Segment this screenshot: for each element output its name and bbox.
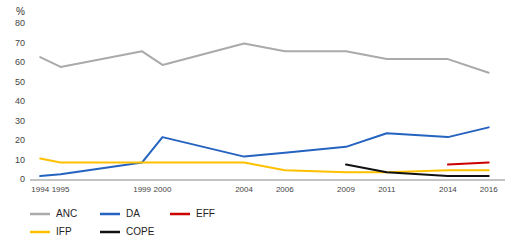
x-tick-label: 1995 bbox=[52, 185, 70, 194]
y-tick-label: 80 bbox=[15, 18, 25, 28]
legend-label: COPE bbox=[126, 226, 155, 237]
series-line bbox=[40, 159, 489, 173]
y-tick-label: 30 bbox=[15, 116, 25, 126]
series-group bbox=[40, 44, 489, 177]
x-tick-label: 1994 bbox=[31, 185, 49, 194]
legend: ANC DA EFF IFP COPE bbox=[30, 208, 215, 237]
legend-label: EFF bbox=[196, 208, 215, 219]
legend-label: DA bbox=[126, 208, 140, 219]
series-line bbox=[40, 127, 489, 176]
x-tick-label: 2000 bbox=[154, 185, 172, 194]
y-tick-label: 60 bbox=[15, 57, 25, 67]
y-axis-label: % bbox=[16, 6, 25, 17]
legend-swatch bbox=[100, 213, 120, 216]
series-line bbox=[448, 162, 489, 164]
y-tick-label: 70 bbox=[15, 38, 25, 48]
y-tick-label: 0 bbox=[20, 174, 25, 184]
y-tick-label: 10 bbox=[15, 155, 25, 165]
legend-swatch bbox=[100, 231, 120, 234]
x-tick-label: 2011 bbox=[378, 185, 396, 194]
chart-svg: 0 10 20 30 40 50 60 70 80% 19941995 19992000 2004 20… bbox=[0, 0, 512, 250]
series-line bbox=[40, 44, 489, 73]
x-tick-label: 2014 bbox=[439, 185, 457, 194]
legend-label: IFP bbox=[56, 226, 72, 237]
x-tick-label: 2016 bbox=[480, 185, 498, 194]
y-tick-label: 40 bbox=[15, 96, 25, 106]
legend-label: ANC bbox=[56, 208, 77, 219]
legend-swatch bbox=[170, 213, 190, 216]
y-tick-label: 20 bbox=[15, 135, 25, 145]
legend-swatch bbox=[30, 213, 50, 216]
x-tick-label: 1999 bbox=[133, 185, 151, 194]
chart-container: 0 10 20 30 40 50 60 70 80% 19941995 19992000 2004 20… bbox=[0, 0, 512, 250]
legend-swatch bbox=[30, 231, 50, 234]
x-tick-label: 2006 bbox=[276, 185, 294, 194]
x-tick-label: 2004 bbox=[235, 185, 253, 194]
series-line bbox=[346, 164, 489, 176]
x-tick-label: 2009 bbox=[337, 185, 355, 194]
y-tick-label: 50 bbox=[15, 77, 25, 87]
x-axis-line bbox=[30, 180, 505, 181]
